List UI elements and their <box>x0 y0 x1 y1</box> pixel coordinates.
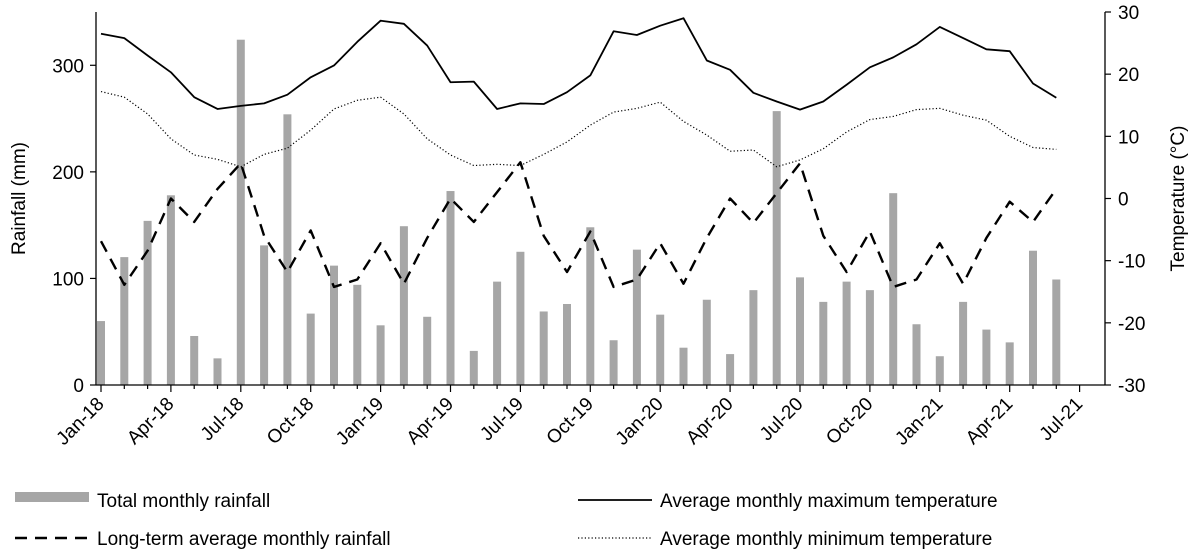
rainfall-bar <box>889 193 898 385</box>
rainfall-bar <box>120 257 129 385</box>
legend-swatch-bar <box>15 492 89 502</box>
rainfall-bar <box>1029 250 1037 385</box>
rainfall-bar <box>516 251 525 385</box>
rainfall-bar <box>819 301 828 385</box>
x-tick-label: Jan-20 <box>612 394 668 450</box>
x-tick-label: Jul-18 <box>197 394 248 445</box>
legend: Total monthly rainfall Average monthly ma… <box>15 491 998 550</box>
right-axis-title: Temperature (°C) <box>1168 126 1189 272</box>
left-tick-label: 200 <box>52 163 84 184</box>
x-tick-label: Apr-21 <box>962 394 1017 449</box>
rainfall-bar <box>376 325 385 385</box>
rainfall-bar <box>563 304 571 385</box>
rainfall-bar <box>260 245 269 385</box>
rainfall-bar <box>143 220 152 385</box>
right-tick-label: 20 <box>1118 65 1139 86</box>
right-tick-label: 30 <box>1118 3 1139 24</box>
series-line-dotted <box>100 90 1057 168</box>
rainfall-bar <box>702 299 711 385</box>
left-tick-label: 100 <box>52 269 84 290</box>
legend-label: Long-term average monthly rainfall <box>97 529 391 550</box>
x-tick-label: Apr-19 <box>403 394 458 449</box>
rainfall-bar <box>726 354 735 385</box>
rainfall-bar <box>1052 279 1061 385</box>
rainfall-bar <box>399 226 408 385</box>
rainfall-bar <box>236 39 245 386</box>
rainfall-bar <box>842 281 851 385</box>
left-tick-label: 300 <box>52 56 84 77</box>
rainfall-bar <box>283 114 292 385</box>
right-tick-label: -20 <box>1118 314 1145 335</box>
rainfall-bar <box>469 350 478 385</box>
rainfall-bar <box>772 111 781 386</box>
rainfall-bar <box>97 321 105 385</box>
rainfall-bar <box>982 329 991 385</box>
rainfall-bar <box>679 347 688 385</box>
rainfall-bar <box>493 281 502 385</box>
rainfall-bar <box>166 195 175 385</box>
rainfall-bar <box>632 249 641 385</box>
right-tick-label: 0 <box>1118 190 1129 211</box>
x-tick-label: Oct-19 <box>543 394 598 449</box>
series-line-dashed <box>99 161 1058 289</box>
x-tick-label: Jan-19 <box>332 394 388 450</box>
right-tick-label: -30 <box>1118 376 1145 397</box>
x-tick-label: Jul-21 <box>1036 394 1087 445</box>
series-line-solid <box>100 17 1057 111</box>
rainfall-bar <box>959 301 968 385</box>
legend-label: Total monthly rainfall <box>97 491 270 512</box>
rainfall-bar <box>609 340 618 385</box>
left-axis-title: Rainfall (mm) <box>9 142 30 255</box>
left-tick-label: 0 <box>73 376 84 397</box>
x-tick-label: Apr-18 <box>123 394 178 449</box>
x-tick-label: Oct-20 <box>822 394 877 449</box>
right-tick-label: -10 <box>1118 252 1145 273</box>
rainfall-bar <box>306 313 315 385</box>
rainfall-bar <box>539 311 548 385</box>
x-tick-label: Jul-19 <box>476 394 527 445</box>
x-tick-label: Oct-18 <box>263 394 318 449</box>
rainfall-bar <box>190 335 199 385</box>
rainfall-bar <box>749 290 758 385</box>
legend-label: Average monthly minimum temperature <box>660 529 992 550</box>
rainfall-bar <box>330 265 338 385</box>
rainfall-bar <box>353 284 362 385</box>
rainfall-bar <box>213 358 222 385</box>
rainfall-bar <box>865 290 874 385</box>
x-tick-label: Apr-20 <box>682 394 737 449</box>
rainfall-bar <box>446 191 455 385</box>
rainfall-bar <box>912 324 921 385</box>
x-tick-label: Jan-18 <box>53 394 109 450</box>
x-tick-label: Jul-20 <box>756 394 807 445</box>
rainfall-bar <box>656 314 665 385</box>
rainfall-bar <box>423 316 432 385</box>
rainfall-bar <box>935 356 944 385</box>
right-tick-label: 10 <box>1118 127 1139 148</box>
rainfall-bar <box>586 227 595 385</box>
rainfall-bar <box>796 277 804 385</box>
series-lines <box>99 17 1058 289</box>
rainfall-bars <box>97 39 1061 386</box>
legend-label: Average monthly maximum temperature <box>660 491 998 512</box>
x-tick-label: Jan-21 <box>891 394 947 450</box>
rainfall-bar <box>1005 342 1014 385</box>
